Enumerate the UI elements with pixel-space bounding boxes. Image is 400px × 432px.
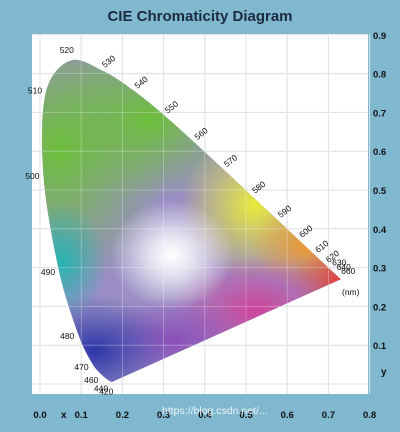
x-tick-label: 0.7 (322, 410, 335, 421)
x-tick-label: 0.1 (75, 410, 89, 421)
y-tick-labels: 0.1 0.2 0.3 0.4 0.5 0.6 0.7 0.8 0.9 (373, 31, 387, 352)
wavelength-label: 420 (99, 387, 113, 397)
wavelength-label: 490 (41, 267, 55, 277)
x-tick-label: 0.5 (239, 410, 253, 421)
y-tick-label: 0.3 (373, 264, 386, 275)
grid-overlay (32, 34, 371, 394)
y-tick-label: 0.6 (373, 147, 386, 158)
y-tick-label: 0.7 (373, 108, 386, 119)
x-tick-labels: 0.0 0.1 0.2 0.3 0.4 0.5 0.6 0.7 0.8 (33, 410, 376, 421)
wavelength-label: 520 (60, 45, 74, 55)
chart-title: CIE Chromaticity Diagram (107, 8, 293, 25)
x-tick-label: 0.4 (198, 410, 212, 421)
y-tick-label: 0.2 (373, 302, 386, 313)
x-tick-label: 0.6 (281, 410, 294, 421)
spectral-locus-region (41, 59, 341, 383)
wavelength-label: 660 (341, 266, 355, 276)
x-tick-label: 0.0 (33, 410, 46, 421)
wavelength-label: 500 (25, 171, 39, 181)
wavelength-label: 470 (74, 362, 88, 372)
wavelength-label: 480 (60, 331, 74, 341)
y-tick-label: 0.1 (373, 341, 387, 352)
y-tick-label: 0.8 (373, 70, 386, 81)
wavelength-label: 640 (337, 262, 351, 272)
x-axis-label: x (61, 410, 67, 421)
x-tick-label: 0.8 (363, 410, 376, 421)
wavelength-label: 630 (332, 258, 346, 268)
y-tick-label: 0.9 (373, 31, 386, 42)
y-tick-label: 0.4 (373, 225, 387, 236)
wavelength-label: 460 (84, 375, 98, 385)
unit-label: (nm) (342, 287, 360, 297)
y-tick-label: 0.5 (373, 186, 387, 197)
wavelength-label: 440 (94, 384, 108, 394)
y-axis-label: y (381, 367, 387, 378)
wavelength-label: 510 (28, 85, 42, 95)
x-tick-label: 0.3 (157, 410, 170, 421)
watermark: https://blog.csdn.net/... (162, 405, 268, 417)
x-tick-label: 0.2 (116, 410, 129, 421)
